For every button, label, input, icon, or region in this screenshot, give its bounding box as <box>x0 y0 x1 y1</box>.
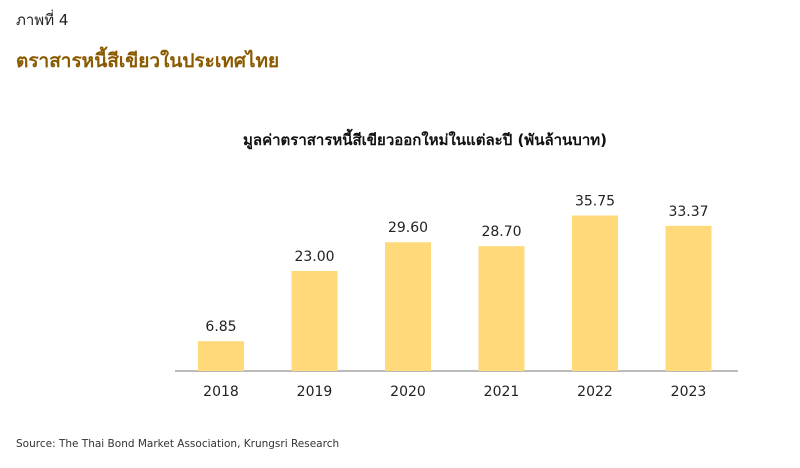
value-label-2022: 35.75 <box>575 193 615 209</box>
chart-title: มูลค่าตราสารหนี้สีเขียวออกใหม่ในแต่ละปี … <box>242 131 607 149</box>
bars-group: 6.85 2018 23.00 2019 29.60 2020 28.70 2021 35.75… <box>198 193 712 400</box>
x-tick-label-2022: 2022 <box>577 384 613 400</box>
x-tick-label-2019: 2019 <box>297 384 333 400</box>
bar-2018 <box>198 341 244 371</box>
x-tick-label-2021: 2021 <box>484 384 520 400</box>
bar-2022 <box>572 215 618 371</box>
value-label-2019: 23.00 <box>294 249 334 265</box>
bar-2021 <box>478 246 525 371</box>
bar-2020 <box>385 242 431 371</box>
figure-title: ตราสารหนี้สีเขียวในประเทศไทย <box>16 50 280 72</box>
value-label-2023: 33.37 <box>668 204 708 220</box>
bar-2019 <box>291 270 338 371</box>
value-label-2018: 6.85 <box>205 319 236 335</box>
bar-2023 <box>665 225 712 371</box>
x-tick-label-2023: 2023 <box>671 384 707 400</box>
figure-label: ภาพที่ 4 <box>16 11 69 29</box>
source-note: Source: The Thai Bond Market Association… <box>16 438 340 450</box>
value-label-2021: 28.70 <box>481 224 521 240</box>
x-tick-label-2018: 2018 <box>203 384 239 400</box>
x-tick-label-2020: 2020 <box>390 384 426 400</box>
value-label-2020: 29.60 <box>388 220 428 236</box>
